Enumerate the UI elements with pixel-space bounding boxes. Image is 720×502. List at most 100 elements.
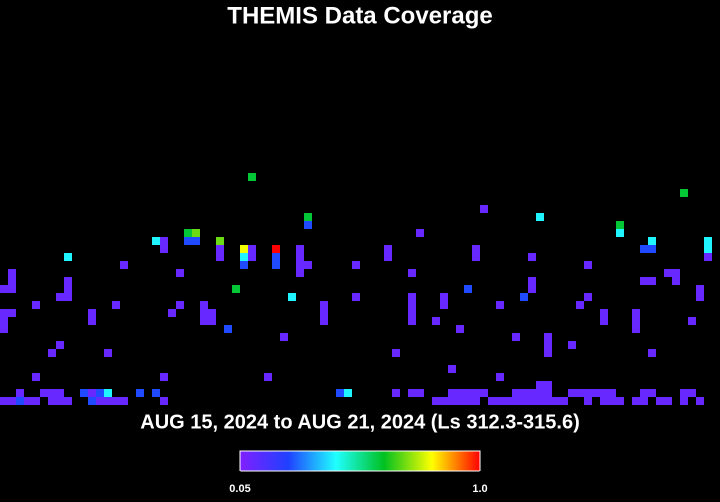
coverage-cell	[664, 269, 672, 277]
coverage-cell	[688, 389, 696, 397]
coverage-cell	[544, 349, 552, 357]
coverage-cell	[520, 293, 528, 301]
coverage-cell	[648, 245, 656, 253]
coverage-cell	[160, 237, 168, 245]
coverage-cell	[528, 253, 536, 261]
coverage-cell	[536, 389, 544, 397]
coverage-cell	[160, 397, 168, 405]
coverage-cell	[544, 381, 552, 389]
coverage-cell	[584, 293, 592, 301]
coverage-cell	[272, 245, 280, 253]
coverage-cell	[584, 397, 592, 405]
coverage-cell	[8, 285, 16, 293]
coverage-cell	[528, 397, 536, 405]
coverage-cell	[192, 229, 200, 237]
coverage-cell	[8, 277, 16, 285]
coverage-cell	[384, 245, 392, 253]
coverage-cell	[456, 397, 464, 405]
coverage-cell	[216, 253, 224, 261]
coverage-cell	[616, 397, 624, 405]
coverage-cell	[32, 397, 40, 405]
coverage-cell	[344, 389, 352, 397]
coverage-cell	[432, 317, 440, 325]
coverage-cell	[576, 301, 584, 309]
coverage-cell	[208, 309, 216, 317]
coverage-cell	[528, 285, 536, 293]
coverage-cell	[528, 277, 536, 285]
coverage-cell	[464, 397, 472, 405]
coverage-cell	[456, 325, 464, 333]
coverage-cell	[160, 245, 168, 253]
coverage-cell	[240, 261, 248, 269]
coverage-cell	[240, 253, 248, 261]
coverage-cell	[704, 253, 712, 261]
coverage-cell	[464, 389, 472, 397]
coverage-cell	[56, 389, 64, 397]
coverage-cell	[56, 341, 64, 349]
coverage-cell	[488, 397, 496, 405]
coverage-cell	[208, 317, 216, 325]
coverage-cell	[0, 317, 8, 325]
coverage-cell	[408, 301, 416, 309]
coverage-cell	[184, 229, 192, 237]
coverage-cell	[40, 389, 48, 397]
chart-subtitle: AUG 15, 2024 to AUG 21, 2024 (Ls 312.3-3…	[140, 411, 579, 433]
coverage-cell	[200, 301, 208, 309]
coverage-cell	[704, 237, 712, 245]
coverage-cell	[552, 397, 560, 405]
coverage-cell	[24, 397, 32, 405]
coverage-cell	[48, 397, 56, 405]
coverage-cell	[512, 397, 520, 405]
coverage-cell	[600, 397, 608, 405]
coverage-cell	[568, 389, 576, 397]
coverage-cell	[64, 277, 72, 285]
coverage-cell	[640, 389, 648, 397]
coverage-cell	[120, 261, 128, 269]
coverage-cell	[512, 389, 520, 397]
coverage-cell	[80, 389, 88, 397]
coverage-cell	[440, 293, 448, 301]
coverage-cell	[200, 317, 208, 325]
coverage-cell	[32, 373, 40, 381]
coverage-cell	[0, 397, 8, 405]
coverage-cell	[0, 285, 8, 293]
coverage-cell	[544, 341, 552, 349]
coverage-cell	[480, 205, 488, 213]
coverage-cell	[160, 373, 168, 381]
coverage-cell	[296, 253, 304, 261]
coverage-cell	[96, 389, 104, 397]
coverage-cell	[304, 221, 312, 229]
coverage-cell	[640, 245, 648, 253]
coverage-cell	[216, 245, 224, 253]
coverage-cell	[408, 309, 416, 317]
coverage-cell	[520, 389, 528, 397]
coverage-cell	[680, 389, 688, 397]
coverage-cell	[536, 397, 544, 405]
coverage-cell	[648, 349, 656, 357]
coverage-cell	[88, 397, 96, 405]
coverage-cell	[352, 293, 360, 301]
coverage-cell	[408, 317, 416, 325]
coverage-cell	[152, 389, 160, 397]
coverage-cell	[568, 341, 576, 349]
coverage-cell	[88, 309, 96, 317]
coverage-cell	[648, 277, 656, 285]
coverage-cell	[408, 293, 416, 301]
coverage-cell	[632, 397, 640, 405]
coverage-cell	[656, 397, 664, 405]
coverage-cell	[216, 237, 224, 245]
coverage-cell	[440, 301, 448, 309]
coverage-cell	[384, 253, 392, 261]
coverage-cell	[416, 229, 424, 237]
coverage-cell	[48, 389, 56, 397]
coverage-cell	[200, 309, 208, 317]
coverage-cell	[352, 261, 360, 269]
coverage-cell	[0, 309, 8, 317]
coverage-cell	[136, 389, 144, 397]
coverage-cell	[632, 325, 640, 333]
coverage-cell	[560, 397, 568, 405]
coverage-cell	[88, 389, 96, 397]
coverage-cell	[88, 317, 96, 325]
coverage-cell	[104, 389, 112, 397]
coverage-cell	[472, 253, 480, 261]
